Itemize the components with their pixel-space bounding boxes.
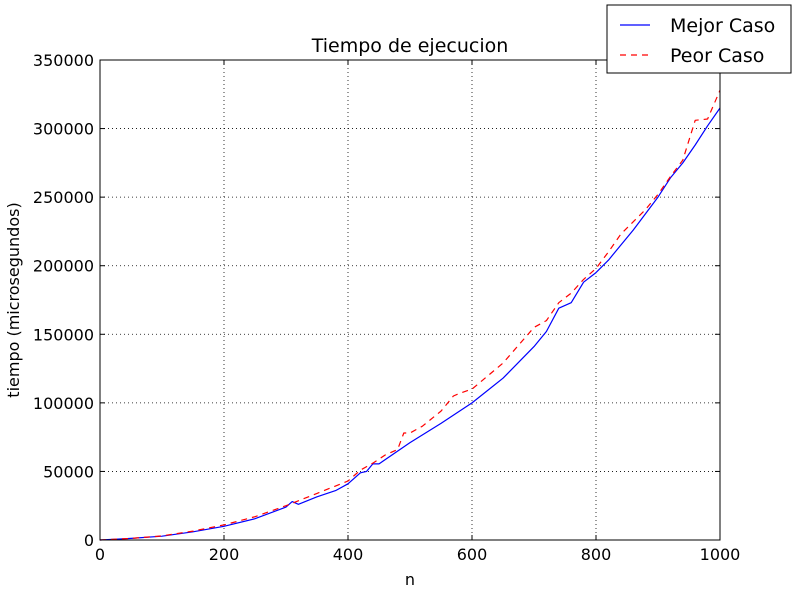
- chart-title: Tiempo de ejecucion: [311, 35, 509, 57]
- x-tick-label: 1000: [700, 545, 741, 564]
- legend-label-mejor-caso: Mejor Caso: [670, 15, 775, 37]
- series-line-mejor-caso: [99, 107, 721, 541]
- x-tick-label: 800: [581, 545, 612, 564]
- y-tick-label: 250000: [33, 188, 94, 207]
- axis-ticks: 0 200 400 600 800 1000 0 50000 100000 150000 20000…: [33, 51, 740, 564]
- legend: Mejor Caso Peor Caso: [606, 4, 792, 74]
- y-tick-label: 200000: [33, 257, 94, 276]
- series-line-peor-caso: [99, 89, 721, 541]
- plot-frame: [99, 59, 721, 541]
- x-tick-label: 400: [333, 545, 364, 564]
- x-tick-label: 200: [209, 545, 240, 564]
- y-tick-label: 50000: [43, 462, 94, 481]
- y-tick-label: 150000: [33, 325, 94, 344]
- y-tick-label: 0: [84, 531, 94, 550]
- series-lines: [99, 89, 721, 541]
- legend-box: [606, 4, 792, 74]
- y-axis-title: tiempo (microsegundos): [4, 202, 23, 397]
- y-tick-label: 300000: [33, 120, 94, 139]
- y-tick-label: 350000: [33, 51, 94, 70]
- y-tick-label: 100000: [33, 394, 94, 413]
- grid-lines: [100, 60, 720, 540]
- x-tick-label: 600: [457, 545, 488, 564]
- x-axis-title: n: [405, 570, 415, 589]
- legend-label-peor-caso: Peor Caso: [670, 45, 764, 67]
- x-tick-label: 0: [95, 545, 105, 564]
